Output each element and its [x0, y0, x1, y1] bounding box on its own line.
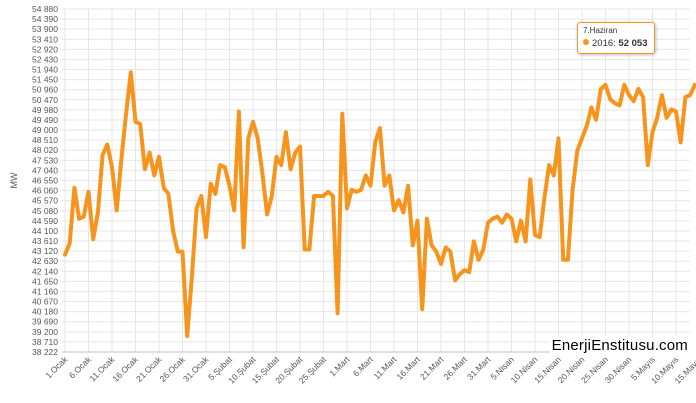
y-tick-label: 54 880 — [32, 4, 58, 14]
y-tick-label: 39 200 — [32, 327, 58, 337]
x-tick-label: 1.Mart — [327, 354, 352, 379]
series-2016 — [63, 70, 696, 338]
y-tick-label: 50 960 — [32, 85, 58, 95]
y-tick-label: 39 690 — [32, 317, 58, 327]
y-tick-label: 44 100 — [32, 226, 58, 236]
y-tick-label: 43 120 — [32, 246, 58, 256]
y-tick-label: 52 430 — [32, 54, 58, 64]
y-tick-label: 53 900 — [32, 24, 58, 34]
x-tick-label: 16.Mart — [394, 354, 422, 382]
series-dot-icon — [583, 39, 589, 45]
tooltip-series: 2016 — [592, 38, 614, 49]
y-tick-label: 41 650 — [32, 276, 58, 286]
y-tick-label: 46 550 — [32, 176, 58, 186]
x-tick-label: 26.Mart — [441, 354, 469, 382]
x-tick-label: 21.Mart — [418, 354, 446, 382]
y-tick-label: 50 470 — [32, 95, 58, 105]
site-watermark: EnerjiEnstitusu.com — [549, 336, 690, 355]
y-tick-label: 40 670 — [32, 297, 58, 307]
y-tick-label: 48 020 — [32, 145, 58, 155]
x-tick-label: 1.Ocak — [43, 354, 70, 381]
y-tick-label: 40 180 — [32, 307, 58, 317]
y-tick-label: 44 590 — [32, 216, 58, 226]
y-tick-label: 38 710 — [32, 337, 58, 347]
y-tick-label: 51 940 — [32, 65, 58, 75]
y-tick-label: 45 080 — [32, 206, 58, 216]
y-tick-label: 51 450 — [32, 75, 58, 85]
y-tick-label: 49 000 — [32, 125, 58, 135]
data-tooltip: 7.Haziran 2016: 52 053 — [577, 22, 655, 54]
y-tick-label: 45 570 — [32, 196, 58, 206]
y-tick-label: 47 530 — [32, 155, 58, 165]
tooltip-date: 7.Haziran — [583, 26, 618, 35]
y-tick-label: 47 040 — [32, 165, 58, 175]
grid-lines — [62, 8, 690, 353]
y-tick-label: 41 160 — [32, 286, 58, 296]
y-tick-label: 46 060 — [32, 186, 58, 196]
series-line-2016 — [63, 70, 696, 338]
y-tick-label: 54 390 — [32, 14, 58, 24]
x-tick-label: 11.Mart — [371, 354, 398, 381]
y-tick-label: 43 610 — [32, 236, 58, 246]
y-tick-label: 49 490 — [32, 115, 58, 125]
tooltip-row: 2016: 52 053 — [583, 38, 647, 49]
y-tick-label: 38 222 — [32, 347, 58, 357]
y-tick-label: 52 920 — [32, 44, 58, 54]
y-tick-label: 48 510 — [32, 135, 58, 145]
x-tick-label: 31.Mart — [465, 354, 493, 382]
y-axis-title: MW — [9, 172, 19, 188]
y-tick-label: 49 980 — [32, 105, 58, 115]
tooltip-value: 52 053 — [618, 38, 648, 49]
y-tick-label: 53 410 — [32, 34, 58, 44]
x-tick-label: 31.Ocak — [181, 354, 211, 384]
y-tick-label: 42 630 — [32, 256, 58, 266]
y-tick-label: 42 140 — [32, 266, 58, 276]
